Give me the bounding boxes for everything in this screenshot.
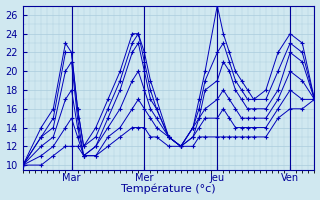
X-axis label: Température (°c): Température (°c) (121, 184, 216, 194)
